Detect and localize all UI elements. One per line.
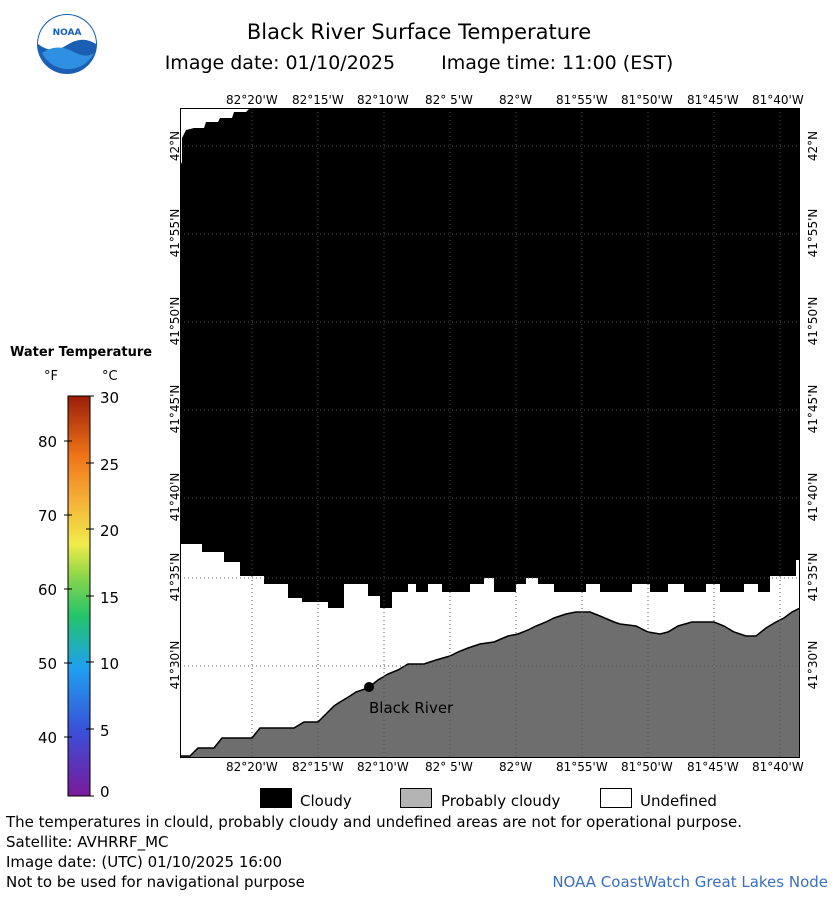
f-tick: 60 xyxy=(38,581,58,599)
lon-tick-bottom: 81°45'W xyxy=(687,760,739,774)
lat-tick-left: 41°35'N xyxy=(168,552,182,602)
c-tick: 20 xyxy=(100,522,120,540)
satellite: Satellite: AVHRRF_MC xyxy=(6,833,169,851)
legend-title: Water Temperature xyxy=(10,345,153,360)
lon-tick-bottom: 82°W xyxy=(499,760,533,774)
lon-tick-top: 81°45'W xyxy=(687,93,739,107)
lat-tick-right: 41°30'N xyxy=(806,640,820,690)
logo-text: NOAA xyxy=(53,28,82,38)
c-tick: 5 xyxy=(100,722,110,740)
map-frame xyxy=(180,108,800,758)
lat-tick-left: 41°40'N xyxy=(168,472,182,522)
lon-tick-bottom: 82°20'W xyxy=(226,760,278,774)
lon-tick-top: 82°10'W xyxy=(357,93,409,107)
f-tick: 50 xyxy=(38,655,58,673)
lat-tick-right: 41°40'N xyxy=(806,472,820,522)
lon-tick-bottom: 81°50'W xyxy=(621,760,673,774)
lon-tick-bottom: 82°10'W xyxy=(357,760,409,774)
lat-tick-right: 41°35'N xyxy=(806,552,820,602)
coastline xyxy=(180,607,800,757)
location-label: Black River xyxy=(369,699,454,717)
undefined-swatch xyxy=(600,788,632,808)
c-tick: 30 xyxy=(100,389,120,407)
location-marker xyxy=(364,682,374,692)
probably-cloudy-label: Probably cloudy xyxy=(441,792,561,810)
lat-tick-right: 42°N xyxy=(806,130,820,162)
image-time: Image time: 11:00 (EST) xyxy=(441,52,674,74)
navigation-note: Not to be used for navigational purpose xyxy=(6,873,305,891)
c-tick: 15 xyxy=(100,589,120,607)
undefined-label: Undefined xyxy=(640,792,717,810)
lon-tick-top: 81°40'W xyxy=(752,93,804,107)
lon-tick-top: 81°55'W xyxy=(556,93,608,107)
lon-tick-top: 82°W xyxy=(499,93,533,107)
lon-tick-top: 82°20'W xyxy=(226,93,278,107)
f-tick: 80 xyxy=(38,433,58,451)
credit: NOAA CoastWatch Great Lakes Node xyxy=(552,873,828,891)
unit-fahrenheit: °F xyxy=(44,369,58,384)
map: Black River xyxy=(180,108,800,758)
lon-tick-top: 81°50'W xyxy=(621,93,673,107)
lon-tick-top: 82° 5'W xyxy=(425,93,473,107)
lon-tick-bottom: 82° 5'W xyxy=(425,760,473,774)
lat-tick-left: 42°N xyxy=(168,130,182,162)
lat-tick-left: 41°45'N xyxy=(168,384,182,434)
cloudy-label: Cloudy xyxy=(300,792,352,810)
cloudy-swatch xyxy=(260,788,292,808)
lat-tick-left: 41°55'N xyxy=(168,208,182,258)
c-tick: 0 xyxy=(100,783,110,801)
graticule xyxy=(180,108,800,758)
lat-tick-right: 41°50'N xyxy=(806,296,820,346)
page-title: Black River Surface Temperature xyxy=(246,20,592,44)
image-date: Image date: 01/10/2025 xyxy=(164,52,396,74)
utc-date: Image date: (UTC) 01/10/2025 16:00 xyxy=(6,853,283,871)
lon-tick-bottom: 81°40'W xyxy=(752,760,804,774)
lon-tick-top: 82°15'W xyxy=(292,93,344,107)
color-bar xyxy=(64,395,94,797)
lon-tick-bottom: 81°55'W xyxy=(556,760,608,774)
lon-tick-bottom: 82°15'W xyxy=(292,760,344,774)
disclaimer: The temperatures in clould, probably clo… xyxy=(6,813,743,831)
probably-cloudy-swatch xyxy=(400,788,432,808)
unit-celsius: °C xyxy=(102,369,118,384)
lat-tick-left: 41°30'N xyxy=(168,640,182,690)
cloud-area xyxy=(180,108,800,608)
image-datetime: Image date: 01/10/2025 Image time: 11:00… xyxy=(0,52,838,74)
lat-tick-right: 41°55'N xyxy=(806,208,820,258)
f-tick: 40 xyxy=(38,729,58,747)
lat-tick-left: 41°50'N xyxy=(168,296,182,346)
c-tick: 25 xyxy=(100,456,120,474)
f-tick: 70 xyxy=(38,507,58,525)
noaa-logo: NOAA xyxy=(37,14,97,74)
c-tick: 10 xyxy=(100,655,120,673)
lat-tick-right: 41°45'N xyxy=(806,384,820,434)
